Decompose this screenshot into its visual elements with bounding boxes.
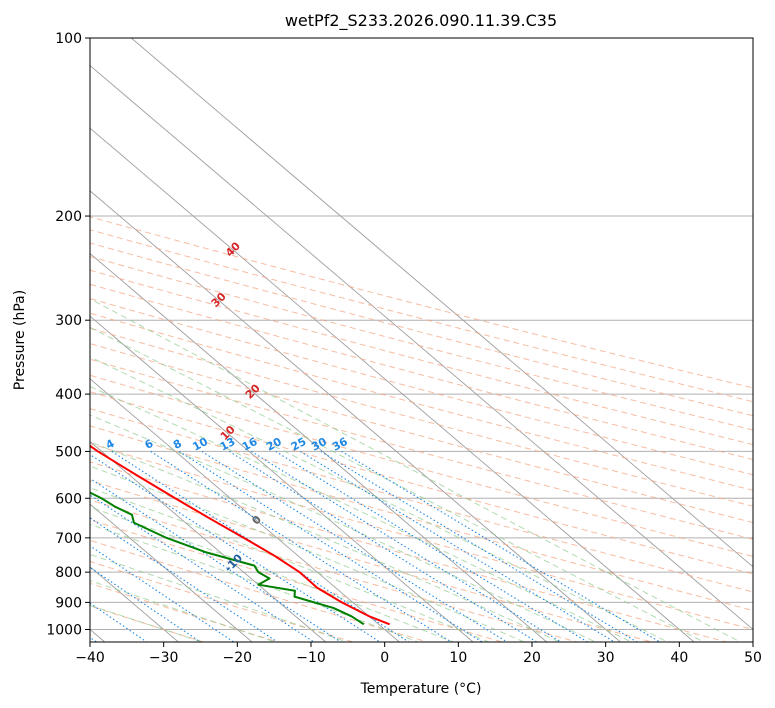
background-lines: [90, 216, 753, 642]
mixing-ratio-label: 16: [240, 435, 260, 454]
dry-adiabat-line: [90, 298, 753, 476]
isotherm-line: [90, 503, 253, 642]
moist-adiabat-line: [90, 441, 561, 642]
isotherm-line: [90, 64, 753, 631]
isotherm-line: [90, 190, 622, 642]
x-tick-label: 30: [597, 650, 615, 666]
moist-adiabat-line: [90, 487, 490, 642]
mixing-ratio-line: [300, 450, 616, 642]
moist-adiabat-line: [90, 326, 705, 642]
x-tick-label: −30: [149, 650, 179, 666]
y-tick-label: 800: [55, 565, 82, 581]
x-axis-title: Temperature (°C): [360, 681, 482, 697]
mixing-ratio-line: [178, 450, 484, 642]
moist-adiabat-line: [90, 385, 633, 642]
mixing-ratio-label: 10: [190, 435, 210, 454]
dry-adiabat-line: [90, 327, 753, 507]
mixing-ratio-line: [275, 450, 589, 642]
x-tick-label: −40: [75, 650, 105, 666]
axis-ticks: −40 −30 −20 −10 0 10 20 30 40 50 100 200 300 400 500 60…: [46, 31, 762, 666]
moist-adiabat-line: [90, 414, 597, 642]
mixing-ratio-line: [150, 450, 453, 642]
y-tick-label: 1000: [46, 622, 82, 638]
y-tick-label: 600: [55, 491, 82, 507]
dry-adiabat-line: [90, 480, 654, 642]
x-tick-label: 50: [744, 650, 762, 666]
dry-adiabat-line: [90, 425, 753, 611]
dewpoint-profile-line: [90, 491, 365, 626]
mixing-ratio-label: 36: [330, 435, 350, 454]
mixing-ratio-label: 30: [309, 435, 329, 454]
mixing-ratio-line: [320, 450, 639, 642]
data-series: [90, 444, 390, 626]
dry-adiabat-line: [90, 539, 430, 642]
mixing-ratio-line: [341, 450, 661, 642]
dry-adiabat-line: [90, 443, 753, 630]
isotherm-line: [90, 440, 327, 642]
mixing-ratio-line: [90, 545, 235, 642]
dry-adiabat-line: [90, 255, 753, 431]
dry-adiabat-line: [90, 229, 753, 403]
x-tick-label: 40: [670, 650, 688, 666]
plot-frame: [89, 37, 754, 643]
mixing-ratio-line: [90, 477, 342, 642]
temperature-profile-line: [90, 444, 390, 626]
mixing-ratio-line: [251, 450, 563, 642]
mixing-ratio-label: 13: [218, 435, 238, 454]
dry-adiabat-line: [90, 269, 753, 446]
x-tick-label: 10: [449, 650, 467, 666]
x-tick-label: 20: [523, 650, 541, 666]
moist-adiabat-line: [90, 356, 669, 642]
mixing-ratio-line: [90, 517, 279, 642]
y-axis-title: Pressure (hPa): [12, 290, 28, 390]
x-tick-label: 0: [380, 650, 389, 666]
x-tick-label: −20: [223, 650, 253, 666]
moist-adiabat-line: [90, 298, 742, 642]
moist-adiabat-line: [90, 523, 420, 642]
plot-area: [90, 38, 753, 642]
mixing-ratio-line: [90, 566, 202, 642]
dry-adiabat-line: [90, 408, 753, 593]
dry-adiabat-line: [90, 242, 753, 417]
isotherm-line: [130, 38, 753, 568]
mixing-ratio-label: 25: [289, 435, 309, 454]
chart-title: wetPf2_S233.2026.090.11.39.C35: [285, 11, 557, 31]
y-tick-label: 500: [55, 444, 82, 460]
y-tick-label: 700: [55, 531, 82, 547]
x-tick-label: −10: [296, 650, 326, 666]
moist-adiabat-line: [90, 580, 277, 642]
y-tick-label: 900: [55, 595, 82, 611]
y-tick-label: 100: [55, 31, 82, 47]
y-tick-label: 400: [55, 387, 82, 403]
mixing-ratio-label: 20: [264, 435, 284, 454]
mixing-ratio-line: [111, 450, 410, 642]
y-tick-label: 300: [55, 313, 82, 329]
dry-adiabat-line: [90, 461, 729, 642]
y-tick-label: 200: [55, 209, 82, 225]
isotherm-line: [90, 315, 474, 642]
mixing-ratio-line: [228, 450, 538, 642]
isotherm-line: [90, 378, 401, 642]
